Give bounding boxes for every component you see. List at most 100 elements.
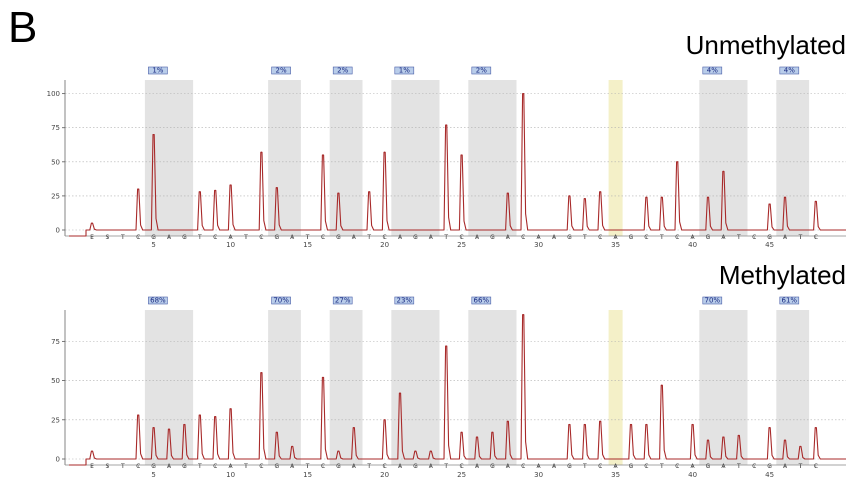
unmethylated-title: Unmethylated	[685, 30, 846, 60]
cpg-percent-label: 4%	[707, 67, 718, 75]
peak	[461, 154, 463, 156]
dispensation-letter: A	[721, 234, 726, 241]
dispensation-letter: G	[151, 234, 156, 241]
peak	[384, 151, 386, 153]
dispensation-letter: A	[229, 234, 234, 241]
dispensation-letter: C	[644, 463, 648, 470]
dispensation-letter: A	[352, 234, 357, 241]
dispensation-letter: C	[213, 463, 217, 470]
methylated-plot: 0 25 50 75 68% 70% 27% 23% 66% 70% 61% E S T C G A G T C A T C…	[51, 296, 846, 479]
cpg-percent-label: 70%	[273, 297, 289, 305]
cpg-percent-label: 2%	[476, 67, 487, 75]
y-tick-label: 0	[56, 227, 60, 235]
dispensation-letter: G	[767, 463, 772, 470]
x-tick-label: 15	[303, 241, 312, 249]
peak	[199, 191, 201, 193]
y-tick-label: 75	[51, 338, 60, 346]
dispensation-letter: T	[736, 234, 741, 241]
cpg-percent-box	[779, 296, 800, 305]
peak	[353, 427, 355, 429]
dispensation-letter: G	[490, 463, 495, 470]
cpg-percent-label: 66%	[474, 297, 490, 305]
peak	[276, 187, 278, 189]
dispensation-letter: C	[752, 463, 756, 470]
peak	[337, 192, 339, 194]
y-tick-label: 25	[51, 416, 60, 424]
peak	[584, 423, 586, 426]
peak	[183, 423, 185, 426]
peak	[260, 372, 262, 374]
dispensation-letter: A	[429, 234, 434, 241]
peak	[738, 434, 740, 437]
peak	[230, 184, 232, 186]
peak	[230, 408, 232, 410]
peak	[722, 170, 725, 172]
dispensation-letter: G	[182, 463, 187, 470]
peak	[769, 427, 771, 429]
dispensation-letter: T	[305, 234, 310, 241]
cpg-percent-box	[394, 296, 415, 305]
dispensation-letter: T	[798, 463, 803, 470]
y-tick-label: 100	[47, 90, 60, 98]
cpg-region	[776, 310, 810, 465]
dispensation-letter: T	[366, 234, 371, 241]
dispensation-letter: A	[229, 463, 234, 470]
y-tick-label: 25	[51, 192, 60, 200]
peak	[568, 423, 571, 426]
dispensation-letter: T	[443, 463, 448, 470]
x-tick-label: 10	[226, 241, 235, 249]
dispensation-letter: G	[490, 234, 495, 241]
dispensation-letter: C	[382, 463, 386, 470]
dispensation-letter: C	[521, 463, 525, 470]
y-tick-label: 75	[51, 124, 60, 132]
y-tick-label: 0	[56, 456, 60, 464]
dispensation-letter: G	[629, 463, 634, 470]
cpg-region	[268, 80, 301, 236]
dispensation-letter: E	[90, 234, 94, 241]
peak	[214, 416, 216, 418]
peak	[276, 431, 278, 433]
x-tick-label: 35	[611, 471, 620, 479]
peak	[599, 420, 601, 422]
cpg-percent-box	[271, 296, 291, 305]
peak	[445, 124, 447, 126]
cpg-percent-box	[702, 66, 723, 75]
panel-label: B	[8, 3, 38, 52]
peak	[799, 445, 802, 448]
x-tick-label: 40	[688, 471, 697, 479]
peak	[168, 428, 170, 430]
dispensation-letter: A	[537, 234, 542, 241]
dispensation-letter: T	[366, 463, 371, 470]
dispensation-letter: C	[675, 234, 679, 241]
dispensation-letter: A	[352, 463, 357, 470]
dispensation-letter: G	[767, 234, 772, 241]
peak	[399, 392, 401, 394]
dispensation-letter: G	[706, 463, 711, 470]
dispensation-letter: A	[691, 234, 696, 241]
peak	[91, 450, 93, 452]
dispensation-letter: G	[629, 234, 634, 241]
cpg-region	[468, 80, 517, 236]
cpg-percent-box	[471, 296, 492, 305]
dispensation-letter: C	[598, 463, 602, 470]
peak	[676, 161, 678, 163]
peak	[214, 189, 216, 192]
dispensation-letter: T	[798, 234, 803, 241]
dispensation-letter: C	[459, 234, 463, 241]
peak	[645, 423, 648, 426]
peak	[91, 222, 93, 224]
dispensation-letter: A	[290, 234, 295, 241]
peak	[769, 203, 771, 205]
dispensation-letter: A	[721, 463, 726, 470]
bisulfite-control-region	[608, 80, 623, 236]
cpg-percent-label: 1%	[399, 67, 410, 75]
peak	[491, 431, 493, 433]
x-tick-label: 5	[151, 471, 155, 479]
peak	[476, 436, 478, 438]
dispensation-letter: A	[167, 463, 172, 470]
dispensation-letter: C	[814, 234, 818, 241]
dispensation-letter: C	[598, 234, 602, 241]
dispensation-letter: T	[582, 234, 587, 241]
peak	[322, 376, 324, 379]
dispensation-letter: G	[182, 234, 187, 241]
